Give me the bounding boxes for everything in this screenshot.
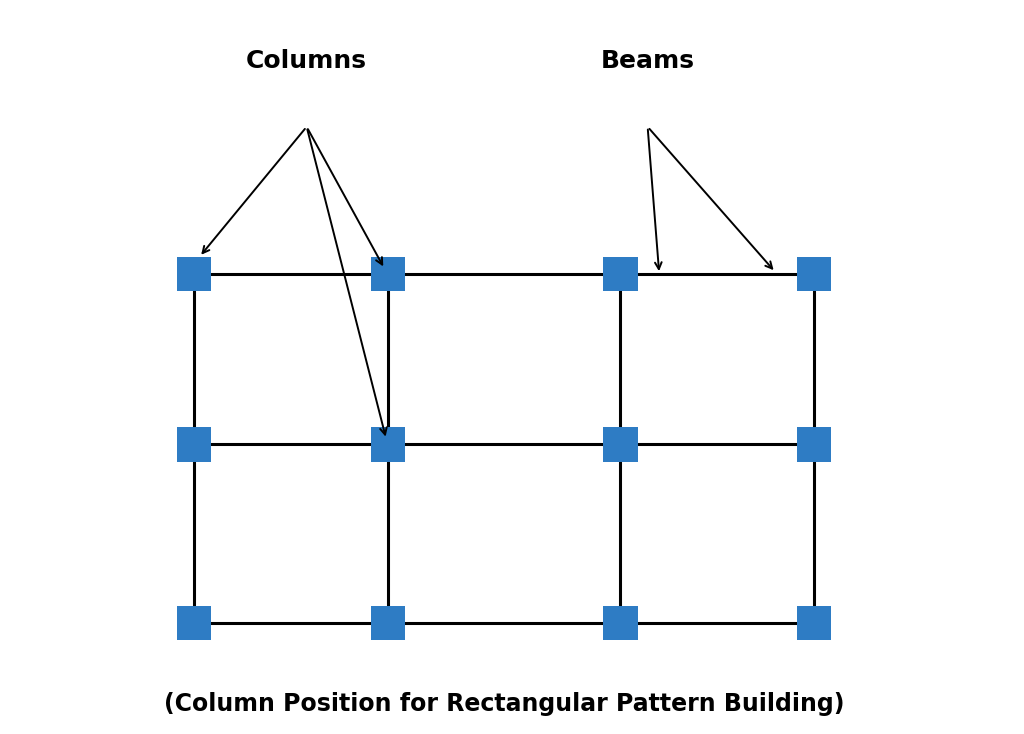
Bar xyxy=(371,606,406,640)
Text: Beams: Beams xyxy=(601,48,694,73)
Bar xyxy=(797,606,831,640)
Bar xyxy=(177,257,211,291)
Bar xyxy=(603,606,638,640)
Bar xyxy=(177,606,211,640)
Bar xyxy=(603,427,638,462)
Text: (Column Position for Rectangular Pattern Building): (Column Position for Rectangular Pattern… xyxy=(164,692,845,716)
Bar xyxy=(371,427,406,462)
Bar xyxy=(797,427,831,462)
Bar xyxy=(797,257,831,291)
Bar xyxy=(603,257,638,291)
Bar xyxy=(371,257,406,291)
Bar xyxy=(177,427,211,462)
Text: Columns: Columns xyxy=(246,48,368,73)
